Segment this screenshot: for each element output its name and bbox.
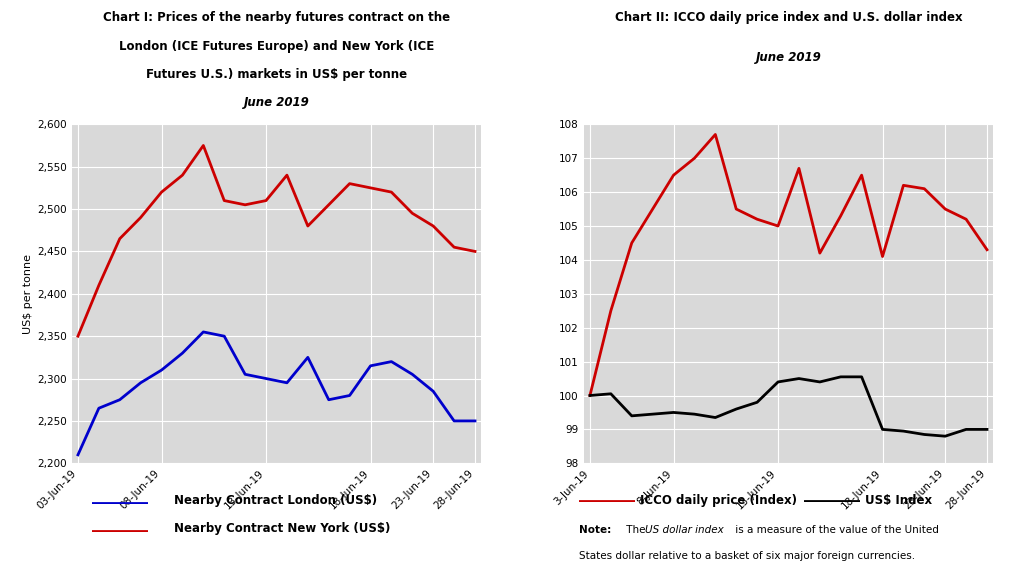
Text: June 2019: June 2019 <box>756 51 821 64</box>
Text: Chart II: ICCO daily price index and U.S. dollar index: Chart II: ICCO daily price index and U.S… <box>614 11 963 24</box>
Text: The: The <box>623 525 648 536</box>
Text: States dollar relative to a basket of six major foreign currencies.: States dollar relative to a basket of si… <box>579 551 914 561</box>
Text: ICCO daily price (Index): ICCO daily price (Index) <box>640 493 797 507</box>
Text: Note:: Note: <box>579 525 610 536</box>
Text: London (ICE Futures Europe) and New York (ICE: London (ICE Futures Europe) and New York… <box>119 40 434 53</box>
Text: Nearby Contract New York (US$): Nearby Contract New York (US$) <box>174 521 390 535</box>
Text: US dollar index: US dollar index <box>645 525 724 536</box>
Y-axis label: US$ per tonne: US$ per tonne <box>23 254 33 334</box>
Text: is a measure of the value of the United: is a measure of the value of the United <box>732 525 939 536</box>
Text: Futures U.S.) markets in US$ per tonne: Futures U.S.) markets in US$ per tonne <box>145 68 408 81</box>
Text: Chart I: Prices of the nearby futures contract on the: Chart I: Prices of the nearby futures co… <box>103 11 450 24</box>
Text: Nearby Contract London (US$): Nearby Contract London (US$) <box>174 493 377 507</box>
Text: June 2019: June 2019 <box>244 96 309 109</box>
Text: US$ Index: US$ Index <box>865 493 933 507</box>
